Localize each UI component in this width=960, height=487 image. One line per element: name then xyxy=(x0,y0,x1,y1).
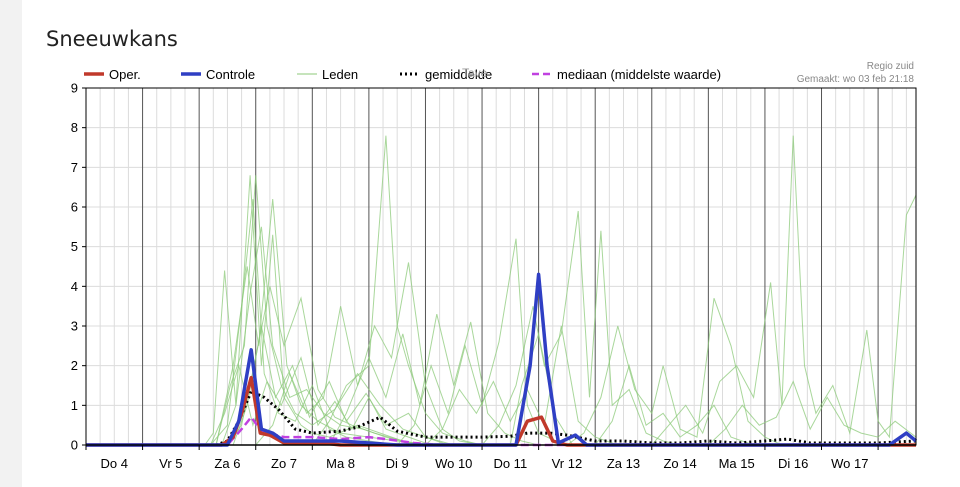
overlay-label: Tave xyxy=(462,66,488,80)
x-tick-label: Vr 5 xyxy=(159,456,182,471)
x-tick-label: Ma 8 xyxy=(326,456,355,471)
member-lines xyxy=(86,135,917,446)
legend: Oper. Controle Leden gemiddelde mediaan (mid… xyxy=(84,67,721,82)
x-tick-label: Zo 7 xyxy=(271,456,297,471)
series-line-gemiddelde xyxy=(86,389,917,447)
x-tick-label: Wo 17 xyxy=(831,456,868,471)
member-line xyxy=(86,210,916,446)
member-line xyxy=(86,175,916,446)
y-tick-label: 6 xyxy=(71,200,78,215)
x-tick-label: Vr 12 xyxy=(552,456,583,471)
member-line xyxy=(86,238,916,446)
member-line xyxy=(86,199,916,446)
x-tick-label: Zo 14 xyxy=(663,456,696,471)
region-label: Regio zuid xyxy=(867,61,914,72)
x-tick-label: Do 11 xyxy=(493,456,527,471)
x-tick-label: Di 9 xyxy=(386,456,409,471)
legend-label-leden: Leden xyxy=(322,67,358,82)
x-tick-label: Za 6 xyxy=(214,456,240,471)
axes xyxy=(85,87,917,446)
member-line xyxy=(86,298,916,446)
member-line xyxy=(86,199,916,446)
member-line xyxy=(86,226,916,446)
y-tick-label: 1 xyxy=(71,398,78,413)
x-tick-label: Do 4 xyxy=(101,456,128,471)
y-tick-label: 8 xyxy=(71,120,78,135)
x-tick-label: Wo 10 xyxy=(435,456,472,471)
member-line xyxy=(86,325,916,446)
y-tick-label: 9 xyxy=(71,81,78,96)
created-timestamp: Gemaakt: wo 03 feb 21:18 xyxy=(797,74,915,85)
y-tick-label: 2 xyxy=(71,358,78,373)
legend-label-oper: Oper. xyxy=(109,67,141,82)
member-line xyxy=(86,262,916,446)
legend-label-controle: Controle xyxy=(206,67,255,82)
member-line xyxy=(86,356,916,446)
member-line xyxy=(86,313,916,446)
member-line xyxy=(86,380,917,446)
x-tick-label: Ma 15 xyxy=(719,456,755,471)
member-line xyxy=(86,175,916,446)
y-tick-label: 7 xyxy=(71,160,78,175)
y-tick-labels: 0 1 2 3 4 5 6 7 8 9 xyxy=(71,81,86,453)
legend-label-gemiddelde: gemiddelde xyxy=(425,67,492,82)
x-tick-label: Di 16 xyxy=(778,456,808,471)
y-tick-label: 4 xyxy=(71,279,78,294)
series-line-mediaan xyxy=(86,415,916,447)
plot-frame xyxy=(85,87,917,446)
y-tick-label: 5 xyxy=(71,239,78,254)
member-line xyxy=(86,363,916,446)
legend-label-mediaan: mediaan (middelste waarde) xyxy=(557,67,721,82)
grid-minor xyxy=(86,87,916,446)
grid-major xyxy=(85,88,879,445)
member-line xyxy=(86,135,916,446)
x-tick-label: Za 13 xyxy=(607,456,640,471)
series-line-oper xyxy=(86,375,916,447)
member-line xyxy=(86,135,917,446)
y-tick-label: 0 xyxy=(71,438,78,453)
page-title: Sneeuwkans xyxy=(46,27,178,51)
x-tick-labels: Do 4 Vr 5 Za 6 Zo 7 Ma 8 Di 9 Wo 10 Do 11 Vr 12 Z… xyxy=(85,445,879,471)
y-tick-label: 3 xyxy=(71,319,78,334)
